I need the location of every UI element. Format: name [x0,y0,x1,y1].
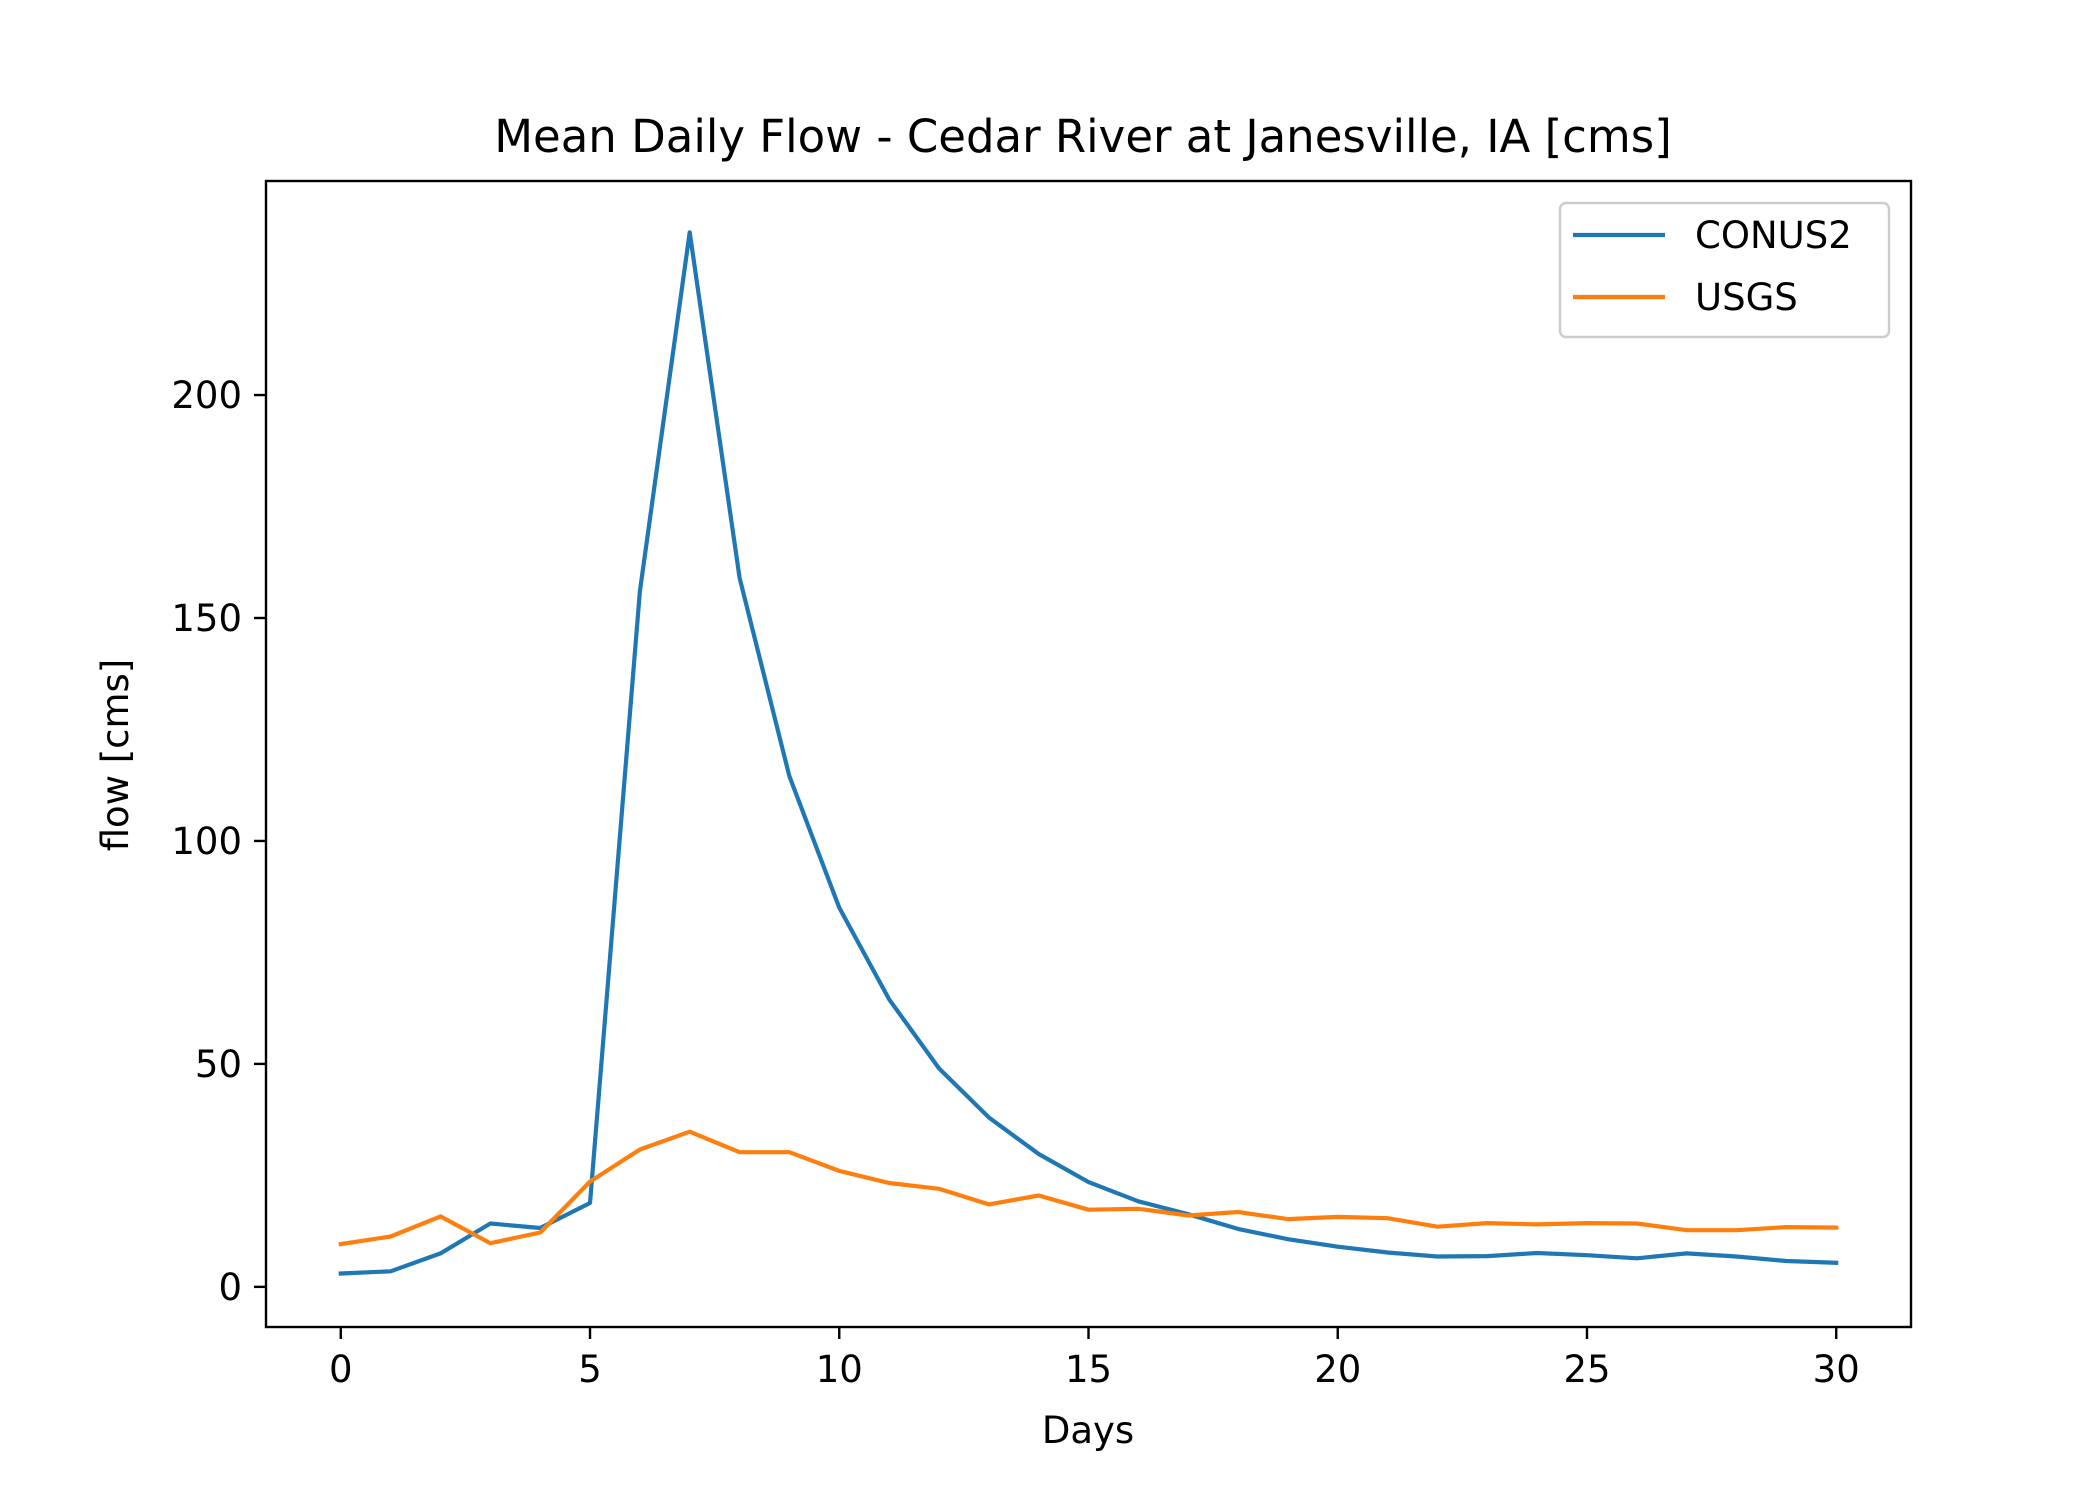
y-tick-label: 200 [171,374,242,417]
y-tick-label: 50 [195,1043,242,1086]
chart-title: Mean Daily Flow - Cedar River at Janesvi… [494,110,1672,163]
series-line-usgs [338,1129,1839,1247]
plot-area: 0 5 10 15 20 25 30 0 50 100 150 200 [171,179,1913,1391]
legend-label-usgs: USGS [1695,276,1798,319]
x-axis-label: Days [1042,1409,1134,1452]
y-tick-label: 0 [218,1266,242,1309]
y-axis-ticks: 0 50 100 150 200 [171,374,266,1309]
x-tick-label: 10 [816,1348,863,1391]
x-tick-label: 20 [1314,1348,1361,1391]
x-tick-label: 15 [1065,1348,1112,1391]
x-tick-label: 0 [329,1348,353,1391]
y-tick-label: 100 [171,820,242,863]
x-tick-label: 5 [578,1348,602,1391]
y-axis-label: flow [cms] [94,659,137,852]
x-axis-ticks: 0 5 10 15 20 25 30 [329,1327,1860,1391]
plot-frame [264,179,1913,1329]
legend: CONUS2 USGS [1558,201,1891,339]
y-tick-label: 150 [171,597,242,640]
legend-label-conus2: CONUS2 [1695,214,1852,257]
x-tick-label: 30 [1813,1348,1860,1391]
series-lines [338,230,1839,1276]
series-line-conus2 [338,230,1839,1276]
x-tick-label: 25 [1563,1348,1610,1391]
